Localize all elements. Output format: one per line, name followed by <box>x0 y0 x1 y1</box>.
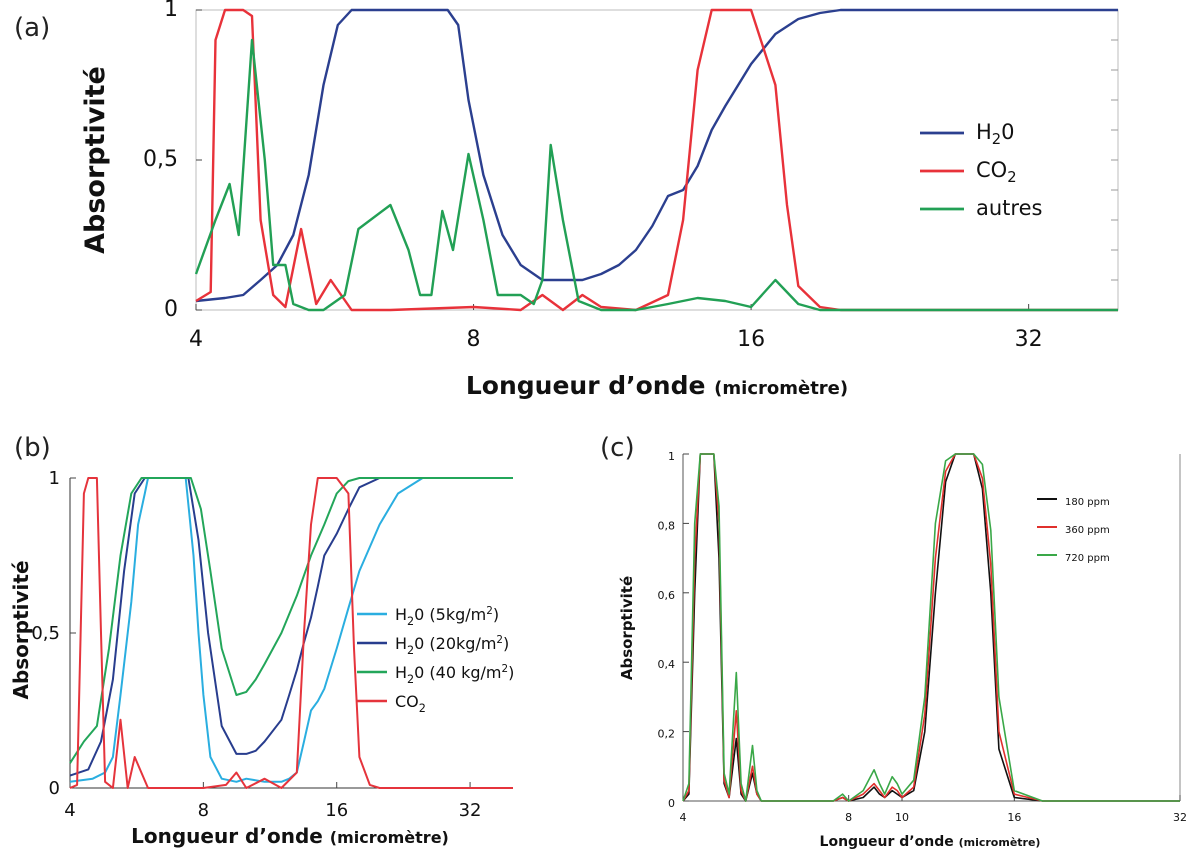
y-tick-label: 1 <box>164 0 178 22</box>
x-tick-label: 4 <box>64 800 75 821</box>
series-line-h20-5kg-m2- <box>69 477 513 783</box>
y-tick-label: 0 <box>164 297 178 322</box>
x-axis-label: Longueur d’onde (micromètre) <box>131 824 449 848</box>
series-line-autres <box>194 38 1118 312</box>
series-line-h20 <box>195 8 1118 303</box>
series-line-h20-40-kg-m2- <box>69 477 513 764</box>
x-axis-label-unit: (micromètre) <box>714 378 848 399</box>
x-axis-label-main: Longueur d’onde <box>131 824 330 848</box>
y-axis-label: Absorptivité <box>80 66 111 254</box>
legend: H20 (5kg/m2) H20 (20kg/m2) H20 (40 kg/m2) C… <box>357 605 514 715</box>
y-axis-label: Absorptivité <box>618 576 636 680</box>
legend-label: H20 (5kg/m2) <box>395 605 499 628</box>
legend: H20 CO2 autres <box>920 120 1042 220</box>
x-tick-label: 8 <box>467 327 481 352</box>
legend-label: CO2 <box>395 692 426 715</box>
legend-label: autres <box>976 196 1042 220</box>
chart-panel-c: (c) 0 0,2 0,4 0,6 0,8 1 4 8 10 16 32 Absorptivité Lon… <box>600 433 1187 850</box>
legend-label: H20 (20kg/m2) <box>395 634 509 657</box>
x-axis-label-main: Longueur d’onde <box>820 834 959 850</box>
y-tick-label: 1 <box>49 468 60 489</box>
x-tick-label: 32 <box>1015 327 1043 352</box>
y-tick-label: 0,4 <box>658 658 676 671</box>
panel-label: (b) <box>14 433 51 463</box>
legend-label: H20 (40 kg/m2) <box>395 663 514 686</box>
x-tick-label: 16 <box>737 327 765 352</box>
y-tick-label: 0 <box>49 778 60 799</box>
y-tick-label: 0,8 <box>658 519 676 532</box>
y-tick-label: 0,2 <box>658 728 676 741</box>
series-line-h20-20kg-m2- <box>69 477 513 777</box>
y-axis-label: Absorptivité <box>9 560 33 699</box>
panel-label: (c) <box>600 433 635 463</box>
y-tick-label: 0 <box>668 797 675 810</box>
chart-panel-b: (b) 0 0,5 1 4 8 16 32 Absorptivité Longueur d’ond… <box>9 433 514 848</box>
legend: 180 ppm 360 ppm 720 ppm <box>1037 497 1110 564</box>
y-tick-label: 0,6 <box>658 589 676 602</box>
panel-label: (a) <box>14 13 50 43</box>
y-tick-label: 1 <box>668 450 675 463</box>
legend-label: H20 <box>976 120 1015 148</box>
y-tick-label: 0,5 <box>31 623 60 644</box>
x-tick-label: 4 <box>189 327 203 352</box>
legend-label: 360 ppm <box>1065 525 1110 536</box>
legend-label: 720 ppm <box>1065 553 1110 564</box>
x-tick-label: 10 <box>895 811 909 824</box>
x-axis-label-unit: (micromètre) <box>330 828 449 847</box>
legend-label: CO2 <box>976 158 1017 186</box>
series-line-co2 <box>69 477 513 789</box>
x-tick-label: 8 <box>198 800 209 821</box>
x-tick-label: 8 <box>845 811 852 824</box>
x-axis-label: Longueur d’onde (micromètre) <box>466 371 848 400</box>
x-axis-label: Longueur d’onde (micromètre) <box>820 834 1041 850</box>
x-tick-label: 16 <box>1007 811 1021 824</box>
x-tick-label: 32 <box>459 800 482 821</box>
x-axis-label-unit: (micromètre) <box>959 836 1041 849</box>
x-tick-label: 32 <box>1173 811 1187 824</box>
x-tick-label: 4 <box>680 811 687 824</box>
series-line-co2 <box>195 8 1118 312</box>
series-line-720-ppm <box>682 453 1180 802</box>
chart-panel-a: (a) 0 0,5 1 4 8 16 32 Absorptivité Longueur d’ond… <box>14 0 1119 400</box>
y-tick-label: 0,5 <box>143 147 178 172</box>
x-axis-label-main: Longueur d’onde <box>466 371 714 400</box>
legend-label: 180 ppm <box>1065 497 1110 508</box>
x-tick-label: 16 <box>325 800 348 821</box>
